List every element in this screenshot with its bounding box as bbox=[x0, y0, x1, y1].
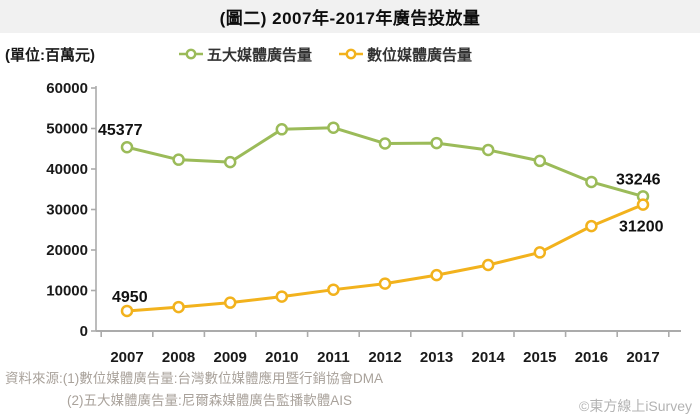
x-tick-label: 2007 bbox=[110, 349, 143, 366]
data-point bbox=[275, 290, 289, 303]
x-tick-label: 2008 bbox=[162, 349, 195, 366]
data-point bbox=[481, 143, 495, 157]
x-tick-label: 2014 bbox=[472, 349, 506, 366]
y-tick-label: 20000 bbox=[46, 242, 88, 259]
x-tick-label: 2017 bbox=[626, 349, 659, 366]
data-point bbox=[585, 219, 598, 233]
line-marker-icon bbox=[339, 48, 364, 60]
data-point bbox=[172, 153, 185, 166]
source-line-2: (2)五大媒體廣告量:尼爾森媒體廣告監播軟體AIS bbox=[67, 393, 353, 408]
chart-title-bar: (圖二) 2007年-2017年廣告投放量 bbox=[0, 0, 700, 33]
x-tick-label: 2009 bbox=[214, 349, 247, 366]
y-tick-label: 10000 bbox=[46, 283, 88, 300]
legend-label-digital-media: 數位媒體廣告量 bbox=[367, 46, 473, 64]
series-line-1 bbox=[126, 203, 644, 313]
x-tick-label: 2011 bbox=[317, 349, 350, 366]
x-tick-label: 2010 bbox=[265, 349, 298, 366]
data-point bbox=[223, 155, 237, 169]
data-point bbox=[481, 258, 495, 272]
unit-label: (單位:百萬元) bbox=[5, 47, 95, 64]
x-tick-label: 2016 bbox=[575, 349, 608, 366]
data-point bbox=[533, 246, 547, 259]
legend-item-five-media: 五大媒體廣告量 bbox=[178, 44, 312, 65]
legend-label-five-media: 五大媒體廣告量 bbox=[207, 46, 313, 64]
y-tick-label: 50000 bbox=[46, 121, 88, 138]
data-source-note: 資料來源:(1)數位媒體廣告量:台灣數位媒體應用暨行銷協會DMA (2)五大媒體… bbox=[5, 371, 383, 409]
y-tick-label: 0 bbox=[80, 323, 88, 340]
y-tick-label: 40000 bbox=[46, 161, 88, 178]
data-point bbox=[223, 296, 237, 309]
data-label: 33246 bbox=[616, 171, 661, 188]
copyright-note: ©東方線上iSurvey bbox=[579, 398, 692, 414]
data-point bbox=[430, 268, 443, 282]
data-point bbox=[533, 154, 547, 168]
chart-legend: 五大媒體廣告量 數位媒體廣告量 bbox=[178, 44, 472, 64]
x-tick-label: 2013 bbox=[420, 349, 453, 366]
data-point bbox=[378, 277, 392, 290]
data-point bbox=[120, 304, 134, 318]
y-tick-label: 30000 bbox=[46, 202, 88, 219]
page-title: (圖二) 2007年-2017年廣告投放量 bbox=[219, 9, 481, 28]
data-point bbox=[378, 137, 392, 150]
data-label: 4950 bbox=[112, 289, 148, 306]
source-line-1: 資料來源:(1)數位媒體廣告量:台灣數位媒體應用暨行銷協會DMA bbox=[5, 371, 383, 386]
legend-item-digital-media: 數位媒體廣告量 bbox=[338, 44, 472, 65]
data-point bbox=[585, 175, 598, 189]
data-point bbox=[327, 121, 340, 134]
data-point bbox=[120, 140, 134, 154]
data-point bbox=[275, 123, 289, 136]
data-point bbox=[636, 198, 650, 211]
data-label: 31200 bbox=[619, 219, 664, 236]
line-marker-icon bbox=[179, 48, 203, 60]
x-tick-label: 2015 bbox=[523, 349, 556, 366]
data-point bbox=[430, 136, 443, 150]
data-label: 45377 bbox=[98, 122, 143, 139]
y-tick-label: 60000 bbox=[46, 80, 88, 97]
data-point bbox=[327, 283, 340, 296]
data-point bbox=[172, 300, 185, 314]
x-tick-label: 2012 bbox=[368, 349, 401, 366]
